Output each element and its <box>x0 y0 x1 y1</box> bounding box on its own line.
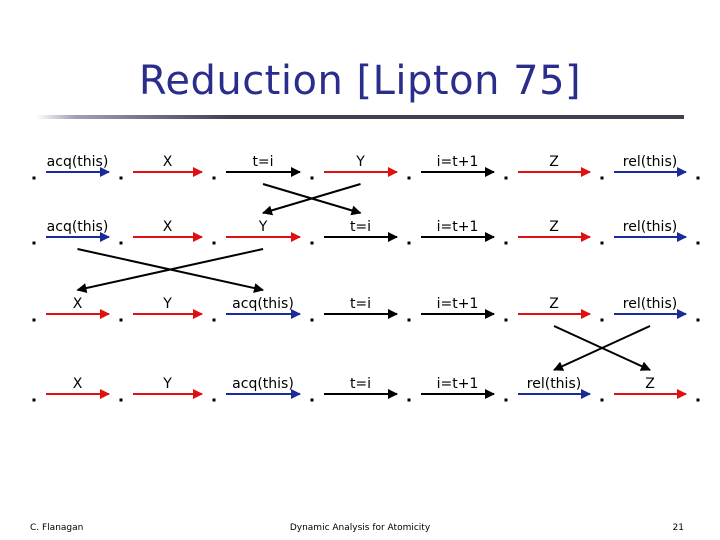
state-dot <box>310 398 314 402</box>
transition-label: i=t+1 <box>437 296 479 312</box>
transition-label: acq(this) <box>232 296 294 312</box>
transition-label: acq(this) <box>232 376 294 392</box>
state-dot <box>407 176 411 180</box>
state-dot <box>696 241 700 245</box>
state-dot <box>119 318 123 322</box>
transition-label: i=t+1 <box>437 154 479 170</box>
title-underline <box>36 115 684 119</box>
transition-label: Y <box>258 219 268 235</box>
transition-label: Z <box>549 219 559 235</box>
transition-label: rel(this) <box>623 219 677 235</box>
state-dot <box>119 241 123 245</box>
transition-label: acq(this) <box>47 219 109 235</box>
transition-label: X <box>163 154 173 170</box>
swap-line <box>76 248 264 293</box>
slide-title: Reduction [Lipton 75] <box>138 58 582 104</box>
talk-title-footer: Dynamic Analysis for Atomicity <box>289 523 431 533</box>
state-dot <box>32 318 36 322</box>
state-dot <box>310 241 314 245</box>
state-dot <box>32 176 36 180</box>
state-dot <box>600 176 604 180</box>
state-dot <box>407 318 411 322</box>
swap-line <box>553 325 651 371</box>
transition-label: X <box>163 219 173 235</box>
transition-label: X <box>73 296 83 312</box>
transition-label: Y <box>162 376 172 392</box>
state-dot <box>600 318 604 322</box>
state-dot <box>32 398 36 402</box>
transition-label: t=i <box>252 154 273 170</box>
transition-label: i=t+1 <box>437 376 479 392</box>
state-dot <box>119 398 123 402</box>
state-dot <box>212 398 216 402</box>
transition-label: rel(this) <box>527 376 581 392</box>
transition-label: rel(this) <box>623 296 677 312</box>
transition-label: t=i <box>350 219 371 235</box>
state-dot <box>504 318 508 322</box>
transition-label: t=i <box>350 376 371 392</box>
state-dot <box>504 176 508 180</box>
transition-label: Z <box>549 154 559 170</box>
transition-label: Z <box>645 376 655 392</box>
transition-label: rel(this) <box>623 154 677 170</box>
state-dot <box>504 241 508 245</box>
state-dot <box>310 318 314 322</box>
state-dot <box>407 241 411 245</box>
state-dot <box>504 398 508 402</box>
page-number: 21 <box>672 523 684 533</box>
state-dot <box>600 398 604 402</box>
state-dot <box>696 318 700 322</box>
transition-label: X <box>73 376 83 392</box>
state-dot <box>119 176 123 180</box>
state-dot <box>212 176 216 180</box>
state-dot <box>212 318 216 322</box>
transition-label: acq(this) <box>47 154 109 170</box>
transition-label: Z <box>549 296 559 312</box>
state-dot <box>32 241 36 245</box>
state-dot <box>696 176 700 180</box>
state-dot <box>310 176 314 180</box>
transition-label: t=i <box>350 296 371 312</box>
state-dot <box>600 241 604 245</box>
state-dot <box>407 398 411 402</box>
transition-label: Y <box>162 296 172 312</box>
author-footer: C. Flanagan <box>30 523 84 533</box>
state-dot <box>212 241 216 245</box>
swap-line <box>262 183 361 216</box>
state-dot <box>696 398 700 402</box>
transition-label: i=t+1 <box>437 219 479 235</box>
transition-label: Y <box>355 154 365 170</box>
